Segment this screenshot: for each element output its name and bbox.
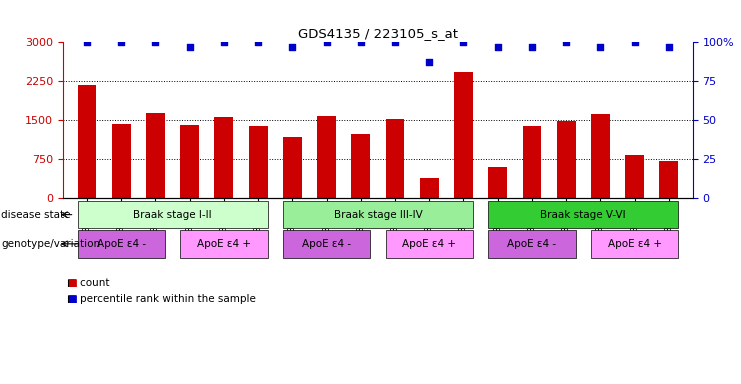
Text: ApoE ε4 +: ApoE ε4 + (402, 239, 456, 249)
Point (492, 44, 504, 50)
Bar (78, 85, 96, 198)
Bar (317, 116, 336, 198)
Bar (283, 137, 302, 198)
Point (150, 39, 162, 45)
Text: genotype/variation: genotype/variation (1, 239, 101, 249)
Bar (112, 124, 130, 198)
Point (321, 39, 333, 45)
Bar (385, 119, 405, 198)
Point (184, 44, 196, 50)
Bar (214, 117, 233, 198)
Point (560, 39, 572, 45)
Text: ■ count: ■ count (67, 278, 109, 288)
Text: Braak stage I-II: Braak stage I-II (133, 210, 212, 220)
Point (218, 39, 230, 45)
Point (355, 39, 367, 45)
Bar (249, 126, 268, 198)
Text: ApoE ε4 +: ApoE ε4 + (608, 239, 662, 249)
Text: ApoE ε4 +: ApoE ε4 + (197, 239, 251, 249)
Point (663, 44, 675, 50)
Point (287, 44, 299, 50)
Bar (556, 121, 576, 198)
Bar (454, 72, 473, 198)
Text: ApoE ε4 -: ApoE ε4 - (302, 239, 351, 249)
Bar (488, 167, 507, 198)
Point (457, 39, 469, 45)
Title: GDS4135 / 223105_s_at: GDS4135 / 223105_s_at (298, 26, 458, 40)
Point (252, 39, 264, 45)
Point (594, 44, 606, 50)
Text: ■: ■ (67, 294, 76, 304)
Text: Braak stage III-IV: Braak stage III-IV (333, 210, 422, 220)
Text: disease state: disease state (1, 210, 71, 220)
Text: Braak stage V-VI: Braak stage V-VI (540, 210, 626, 220)
Bar (420, 178, 439, 198)
Text: ApoE ε4 -: ApoE ε4 - (96, 239, 146, 249)
Text: ApoE ε4 -: ApoE ε4 - (508, 239, 556, 249)
Bar (659, 161, 678, 198)
Bar (522, 126, 542, 198)
Bar (351, 134, 370, 198)
Point (628, 39, 640, 45)
Bar (146, 113, 165, 198)
Point (423, 60, 435, 66)
Point (526, 44, 538, 50)
Point (389, 39, 401, 45)
Text: ■: ■ (67, 278, 76, 288)
Bar (591, 114, 610, 198)
Text: ■ percentile rank within the sample: ■ percentile rank within the sample (67, 294, 256, 304)
Bar (180, 125, 199, 198)
Bar (625, 155, 644, 198)
Point (116, 39, 127, 45)
Point (81, 39, 93, 45)
